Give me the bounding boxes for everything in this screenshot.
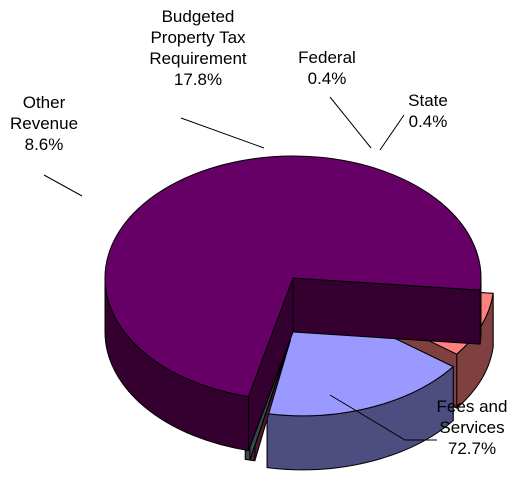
value-label-budgeted: 17.8% [174, 70, 222, 89]
label-line-fees-and: Fees and [437, 397, 508, 416]
value-label-fees-and: 72.7% [448, 439, 496, 458]
leader-federal [329, 96, 372, 149]
value-label-other: 8.6% [25, 135, 64, 154]
label-line-fees-and: Services [439, 418, 504, 437]
label-line-other: Revenue [10, 114, 78, 133]
slice-labels: Fees and Services 72.7% Other Revenue 8.6% Bud… [10, 7, 507, 458]
label-budgeted: Budgeted Property Tax Requirement 17.8% [149, 7, 247, 89]
leader-budgeted [180, 117, 265, 149]
leader-state [379, 114, 405, 151]
pie-slices [104, 155, 494, 471]
leader-lines [43, 96, 437, 441]
value-label-federal: 0.4% [308, 69, 347, 88]
label-line-budgeted: Property Tax [150, 28, 246, 47]
slice-fees-and-top [104, 155, 482, 398]
label-other: Other Revenue 8.6% [10, 93, 78, 154]
label-line-federal: Federal [298, 48, 356, 67]
value-label-state: 0.4% [409, 112, 448, 131]
label-federal: Federal 0.4% [298, 48, 356, 88]
label-line-budgeted: Requirement [149, 49, 247, 68]
label-fees-and: Fees and Services 72.7% [437, 397, 508, 458]
leader-fees-and [329, 394, 437, 441]
leader-other [43, 174, 83, 197]
label-state: State 0.4% [408, 91, 448, 131]
label-line-budgeted: Budgeted [162, 7, 235, 26]
label-line-other: Other [23, 93, 66, 112]
label-line-state: State [408, 91, 448, 110]
